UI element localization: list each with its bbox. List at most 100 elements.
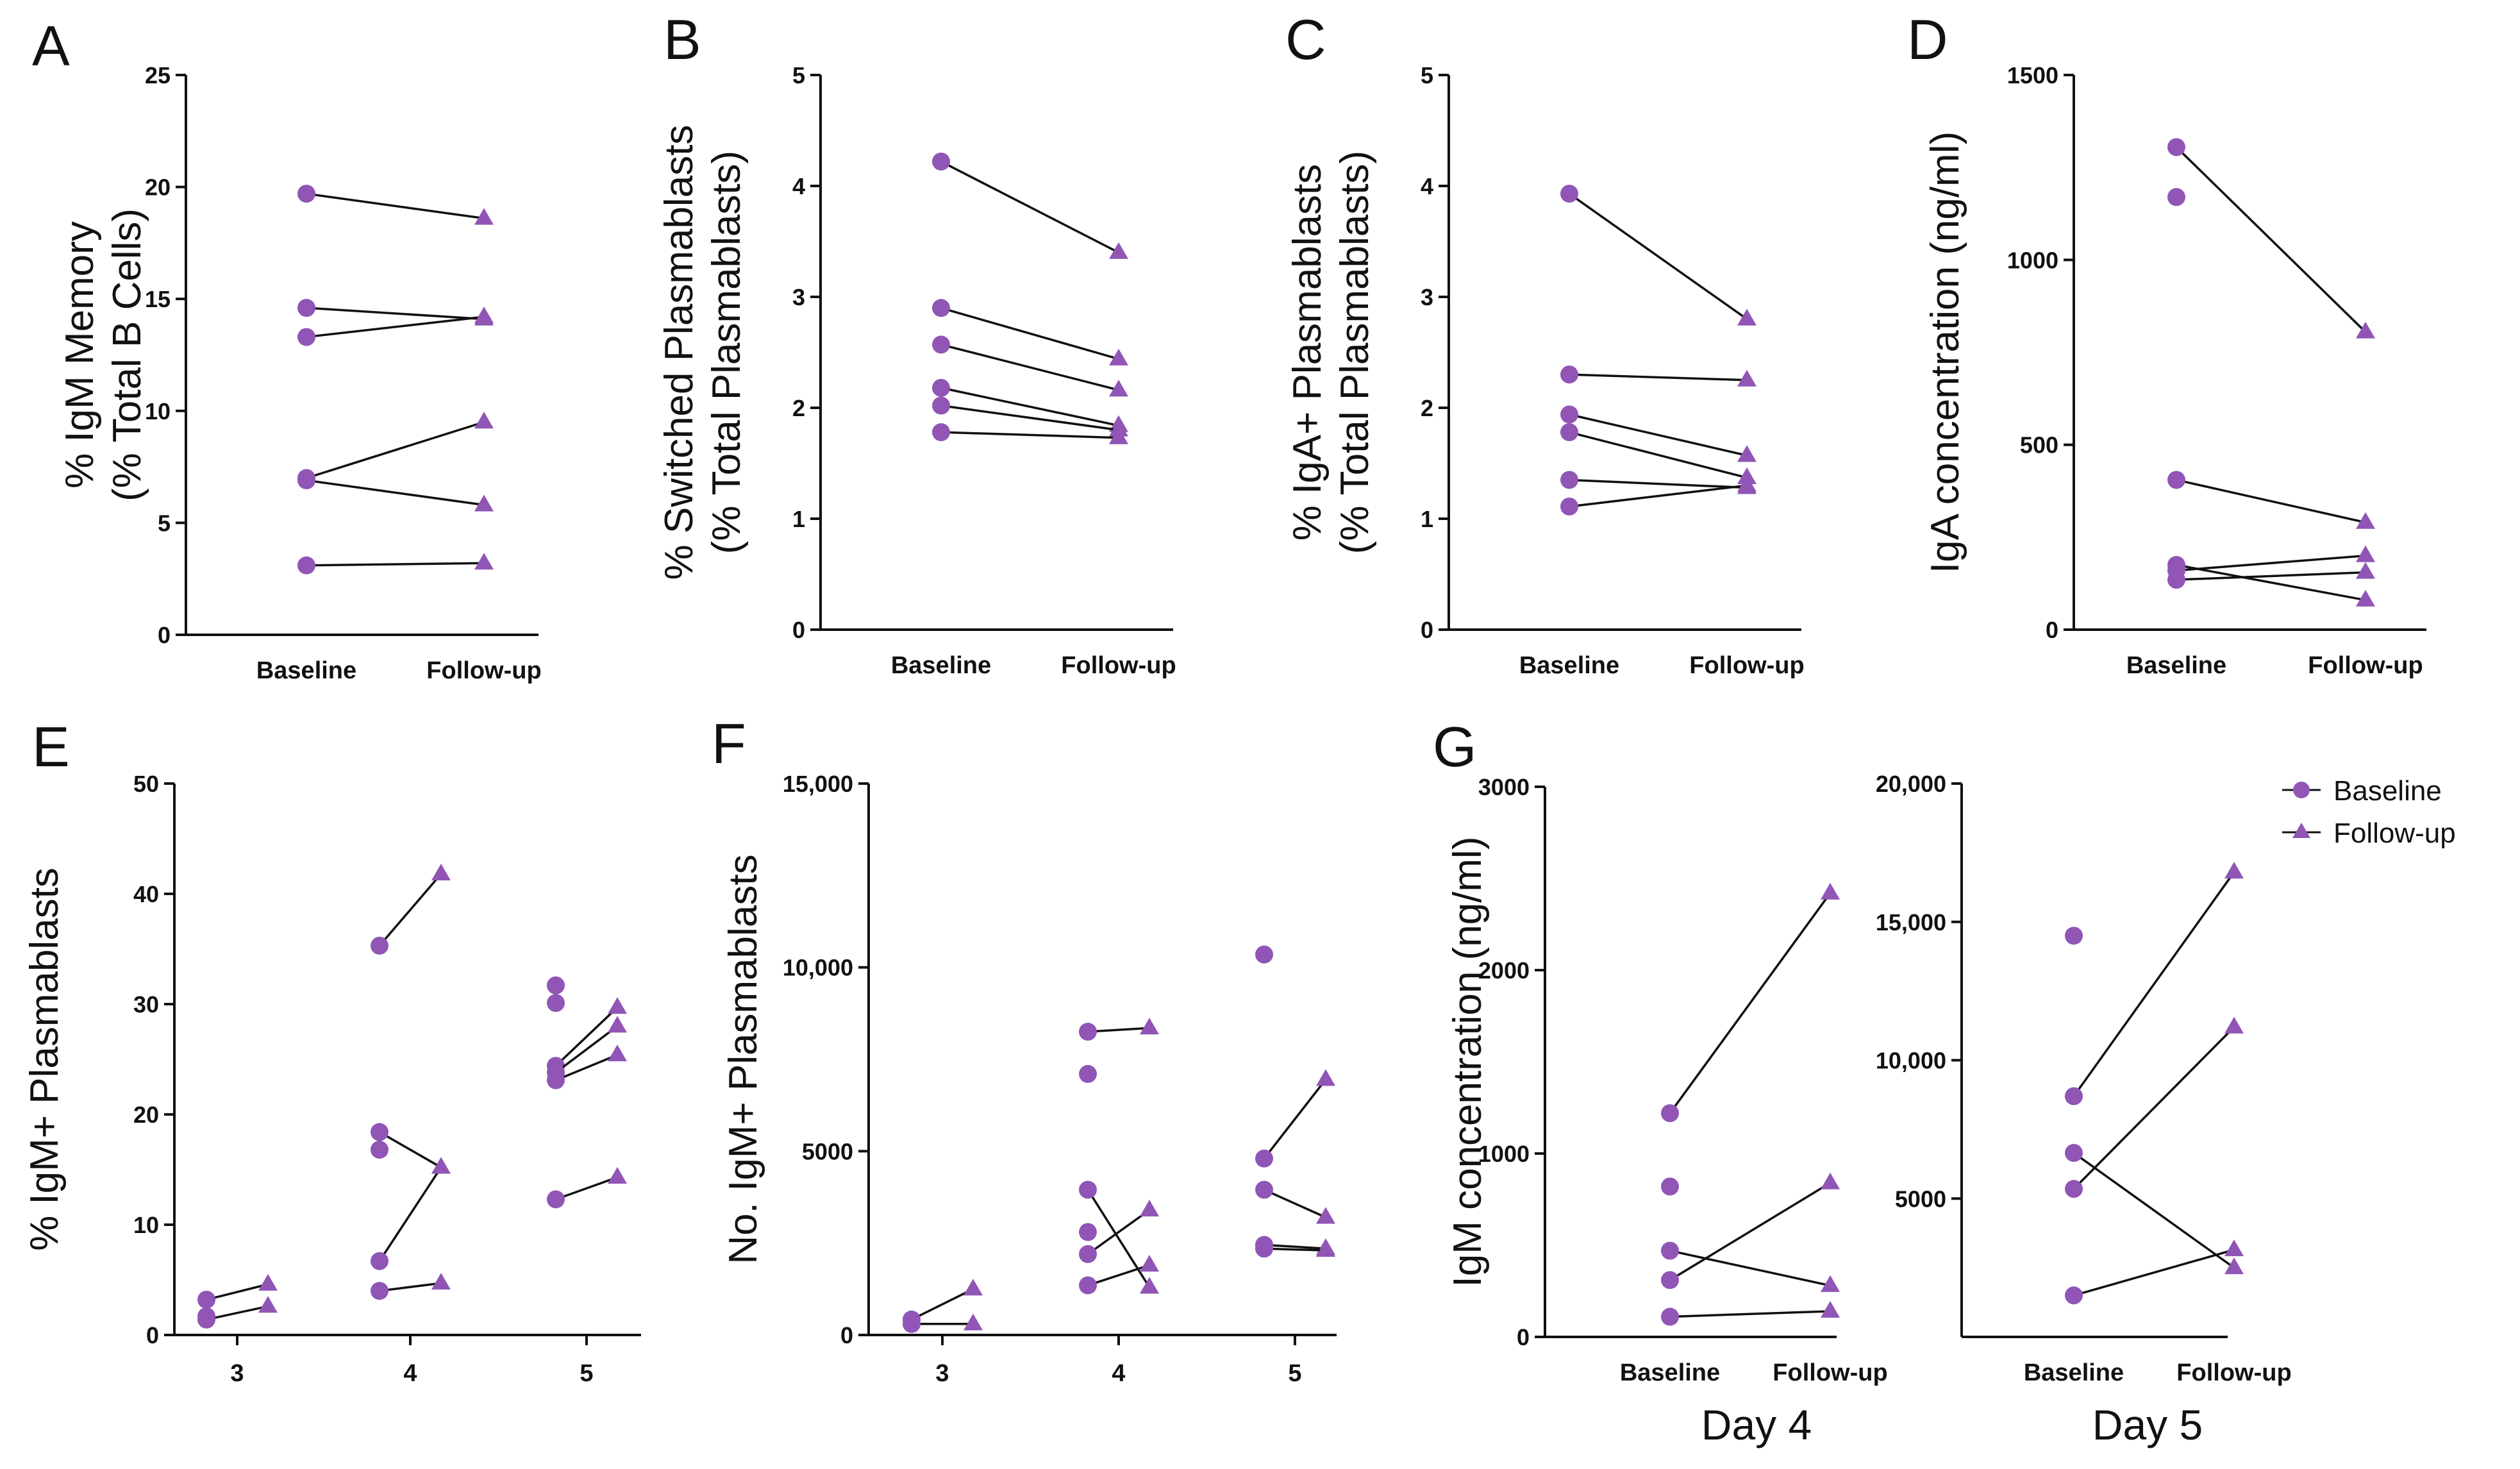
panel-g2-ytick-label: 10,000 — [1876, 1048, 1946, 1074]
day4-label: Day 4 — [1701, 1401, 1812, 1448]
panel-b-pair-line — [940, 160, 1119, 254]
panel-a-baseline-point — [297, 299, 315, 317]
panel-g1-y-title: IgM concentration (ng/ml) — [1446, 837, 1490, 1288]
panel-c-pair-line — [1569, 478, 1748, 489]
panel-b-ytick-label: 5 — [792, 62, 805, 88]
panel-e-pair-line — [379, 1131, 442, 1169]
panel-d-y-title: IgA concentration (ng/ml) — [1923, 131, 1967, 573]
legend: Baseline Follow-up — [2282, 775, 2456, 849]
panel-c-ytick-label: 5 — [1421, 62, 1433, 88]
panel-f-ytick-label: 5000 — [802, 1138, 853, 1164]
panel-g2-pair-line — [2073, 1026, 2235, 1190]
panel-e-followup-point — [608, 1167, 627, 1184]
panel-d-ytick-label: 500 — [2020, 432, 2058, 458]
panel-a-ytick-label: 0 — [158, 622, 171, 648]
panel-c-baseline-point — [1560, 471, 1578, 489]
legend-followup-label: Follow-up — [2333, 818, 2456, 849]
panel-b-baseline-point — [932, 335, 950, 354]
panel-f-followup-point — [964, 1279, 983, 1296]
panel-f-baseline-point — [1255, 945, 1273, 964]
panel-b-y-title: (% Total Plasmablasts) — [705, 151, 749, 554]
panel-e-followup-point — [608, 1016, 627, 1033]
panel-a-ytick-label: 20 — [145, 174, 171, 201]
panel-e-pair-line — [378, 1166, 442, 1262]
panel-g1-category-label: Baseline — [1620, 1359, 1720, 1386]
panel-c-pair-line — [1569, 373, 1748, 382]
panel-d-pair-line — [2175, 146, 2367, 333]
panel-g2-followup-point — [2224, 1239, 2244, 1257]
panel-letter-a: A — [32, 14, 70, 78]
panel-b-ytick-label: 2 — [792, 395, 805, 421]
panel-e-ytick-label: 10 — [133, 1212, 159, 1238]
panel-d-pair-line — [2176, 478, 2366, 524]
panel-e-followup-point — [258, 1296, 278, 1313]
panel-e-baseline-point — [547, 994, 565, 1012]
panel-d-pair-line — [2176, 564, 2366, 601]
panel-e-baseline-point — [371, 1141, 388, 1159]
panel-f-followup-point — [964, 1313, 983, 1330]
panel-g1-followup-point — [1821, 1172, 1840, 1189]
panel-c-pair-line — [1569, 431, 1748, 479]
panel-b-pair-line — [940, 404, 1119, 432]
panel-b-category-label: Follow-up — [1061, 652, 1176, 679]
panel-g1-ytick-label: 1000 — [1478, 1141, 1530, 1167]
panel-b-ytick-label: 1 — [792, 506, 805, 532]
panel-letter-d: D — [1907, 8, 1948, 71]
panel-f-baseline-point — [1079, 1064, 1097, 1083]
panel-b-followup-point — [1109, 348, 1128, 365]
panel-e-followup-point — [608, 1045, 627, 1062]
panel-d-baseline-point — [2167, 188, 2185, 206]
panel-c-category-label: Baseline — [1519, 652, 1619, 679]
panel-f-category-label: 3 — [935, 1360, 949, 1387]
panel-e-followup-point — [431, 1157, 451, 1174]
panel-e-followup-point — [258, 1273, 278, 1291]
panel-c-followup-point — [1737, 475, 1756, 492]
panel-g2-baseline-point — [2065, 927, 2083, 945]
panel-f-pair-line — [1263, 1079, 1327, 1159]
panel-e-category-label: 3 — [230, 1360, 244, 1387]
panel-e-ytick-label: 50 — [133, 771, 159, 797]
panel-e-baseline-point — [547, 1190, 565, 1209]
panel-e-baseline-point — [371, 1123, 388, 1141]
panel-letter-e: E — [32, 715, 70, 778]
panel-g2-ytick-label: 20,000 — [1876, 771, 1946, 797]
panel-e-baseline-point — [371, 1252, 388, 1270]
panel-b-baseline-point — [932, 299, 950, 317]
panel-a-y-title: % IgM Memory — [58, 221, 102, 489]
panel-a-baseline-point — [297, 328, 315, 346]
panel-c-y-title: % IgA+ Plasmablasts — [1285, 164, 1330, 541]
panel-c-ytick-label: 4 — [1421, 173, 1433, 199]
panel-c-baseline-point — [1560, 423, 1578, 442]
panel-b-ytick-label: 0 — [792, 617, 805, 643]
panel-d-baseline-point — [2167, 138, 2185, 156]
panel-g2-baseline-point — [2065, 1180, 2083, 1198]
panel-c-baseline-point — [1560, 185, 1578, 203]
panel-g1-baseline-point — [1661, 1307, 1679, 1326]
panel-d-category-label: Follow-up — [2308, 652, 2423, 679]
panel-e-ytick-label: 40 — [133, 881, 159, 907]
panel-letter-g: G — [1433, 715, 1476, 778]
panel-c-category-label: Follow-up — [1689, 652, 1804, 679]
panel-g2-baseline-point — [2065, 1286, 2083, 1305]
panel-d-followup-point — [2356, 589, 2375, 607]
panel-c-ytick-label: 1 — [1421, 506, 1433, 532]
panel-f-followup-point — [1140, 1200, 1159, 1217]
panel-e-pair-line — [555, 1006, 619, 1067]
panel-a-category-label: Baseline — [256, 657, 356, 684]
panel-g1-followup-point — [1821, 1275, 1840, 1292]
panel-d-ytick-label: 1000 — [2007, 247, 2058, 273]
panel-d-followup-point — [2356, 321, 2375, 339]
panel-c-followup-point — [1737, 445, 1756, 462]
panel-f-pair-line — [911, 1288, 974, 1321]
panel-a-pair-line — [306, 315, 485, 339]
panel-g2-pair-line — [2073, 871, 2235, 1097]
panel-f-pair-line — [1087, 1027, 1150, 1033]
panel-d-baseline-point — [2167, 471, 2185, 489]
panel-f-pair-line — [1087, 1264, 1150, 1287]
panel-b-baseline-point — [932, 396, 950, 415]
panel-e-pair-line — [555, 1053, 618, 1082]
panel-g2-pair-line — [2073, 1152, 2235, 1269]
panel-g1-followup-point — [1821, 1300, 1840, 1318]
panel-b-followup-point — [1109, 242, 1128, 259]
panel-b-category-label: Baseline — [891, 652, 991, 679]
